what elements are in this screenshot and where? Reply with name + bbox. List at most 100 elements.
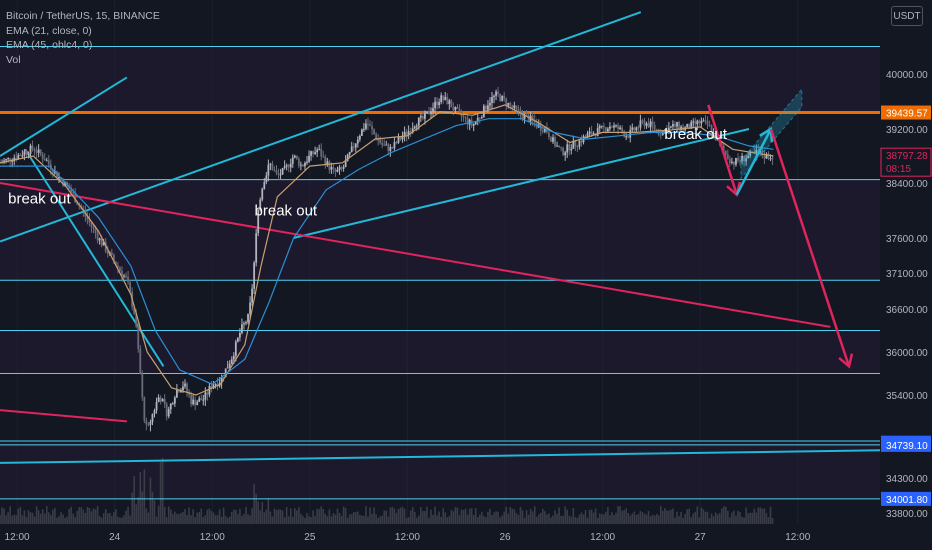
volume-bar [446, 517, 449, 524]
candle [572, 140, 575, 149]
candle [161, 399, 164, 402]
countdown-label: 08:15 [886, 164, 911, 175]
candle [287, 165, 290, 168]
volume-bar [188, 507, 190, 524]
break-out-label: break out [8, 191, 71, 208]
volume-bar [340, 515, 343, 524]
volume-bar [354, 512, 357, 524]
candle [363, 128, 365, 130]
volume-bar [261, 501, 264, 524]
volume-bar [737, 510, 739, 524]
volume-bar [531, 511, 534, 524]
candle [43, 159, 46, 161]
symbol-title[interactable]: Bitcoin / TetherUS, 15, BINANCE [6, 10, 160, 22]
price-axis[interactable]: 40000.00 39200.00 38400.00 37600.00 37100.00… [880, 0, 932, 550]
candle [149, 421, 152, 425]
volume-bar [700, 507, 703, 524]
candle [184, 383, 186, 387]
candle [125, 275, 127, 277]
volume-bar [674, 517, 676, 524]
candle [454, 106, 457, 111]
volume-bar [19, 506, 22, 524]
candle [121, 270, 123, 277]
candle [491, 97, 493, 103]
price-tick: 36000.00 [886, 348, 928, 359]
volume-bar [218, 509, 221, 524]
volume-bar [389, 507, 392, 524]
candle [456, 106, 459, 109]
ema45-legend[interactable]: EMA (45, ohlc4, 0) [6, 39, 93, 51]
volume-bar [655, 513, 658, 524]
volume-bar [98, 515, 101, 524]
volume-bar [153, 500, 156, 524]
candle [704, 120, 707, 122]
candle [238, 332, 241, 338]
volume-bar [298, 507, 300, 524]
time-tick: 12:00 [590, 532, 615, 543]
candle [665, 129, 668, 133]
trend-line [293, 128, 750, 239]
candle [523, 114, 526, 120]
candle [566, 144, 569, 153]
candle [505, 98, 508, 106]
candle [35, 150, 38, 153]
candle [293, 155, 296, 158]
volume-bar [135, 504, 138, 524]
volume-bar [653, 515, 656, 524]
volume-legend[interactable]: Vol [6, 53, 21, 66]
ema21-legend[interactable]: EMA (21, close, 0) [6, 24, 92, 37]
candle [299, 164, 302, 166]
volume-bar [570, 516, 573, 524]
volume-bar [121, 517, 123, 524]
candle [576, 146, 579, 148]
volume-bar [749, 512, 751, 524]
volume-bar [64, 517, 66, 524]
candle [466, 117, 469, 125]
volume-bar [281, 510, 284, 524]
volume-bar [613, 515, 615, 524]
volume-bar [491, 515, 493, 524]
currency-button[interactable]: USDT [891, 6, 923, 26]
candle [175, 390, 178, 398]
candle [25, 151, 28, 155]
trend-lines[interactable] [0, 11, 932, 464]
candle [232, 355, 235, 360]
volume-bar [200, 508, 203, 524]
candle [633, 127, 636, 131]
candle [438, 102, 441, 106]
volume-bar [328, 509, 331, 524]
candle [324, 156, 327, 166]
volume-bar [357, 511, 359, 524]
candle [139, 348, 142, 374]
price-tick: 37100.00 [886, 269, 928, 280]
candle [326, 161, 329, 166]
volume-bar [381, 515, 384, 524]
volume-bar [367, 516, 369, 524]
volume-bar [145, 508, 148, 524]
candle [310, 151, 312, 156]
volume-bar [296, 510, 298, 524]
candle [611, 126, 613, 128]
candle [501, 95, 504, 101]
time-axis[interactable]: 12:00 24 12:00 25 12:00 26 12:00 27 12:00 [0, 524, 880, 550]
volume-bar [379, 516, 381, 524]
price-tick: 36600.00 [886, 305, 928, 316]
trend-line [0, 448, 932, 464]
trend-line [0, 409, 127, 423]
volume-bar [676, 511, 678, 524]
volume-bar [198, 512, 201, 524]
volume-bar [503, 511, 505, 524]
volume-bar [635, 514, 638, 524]
volume-bar [627, 512, 630, 524]
candle [281, 167, 284, 175]
volume-bar [411, 507, 414, 524]
time-tick: 12:00 [785, 532, 810, 543]
volume-bar [456, 507, 459, 524]
volume-bar [70, 506, 72, 524]
volume-bar [462, 510, 465, 524]
drawings[interactable] [707, 87, 854, 369]
candle [27, 153, 30, 155]
volume-bar [230, 512, 233, 524]
volume-bar [564, 506, 566, 524]
